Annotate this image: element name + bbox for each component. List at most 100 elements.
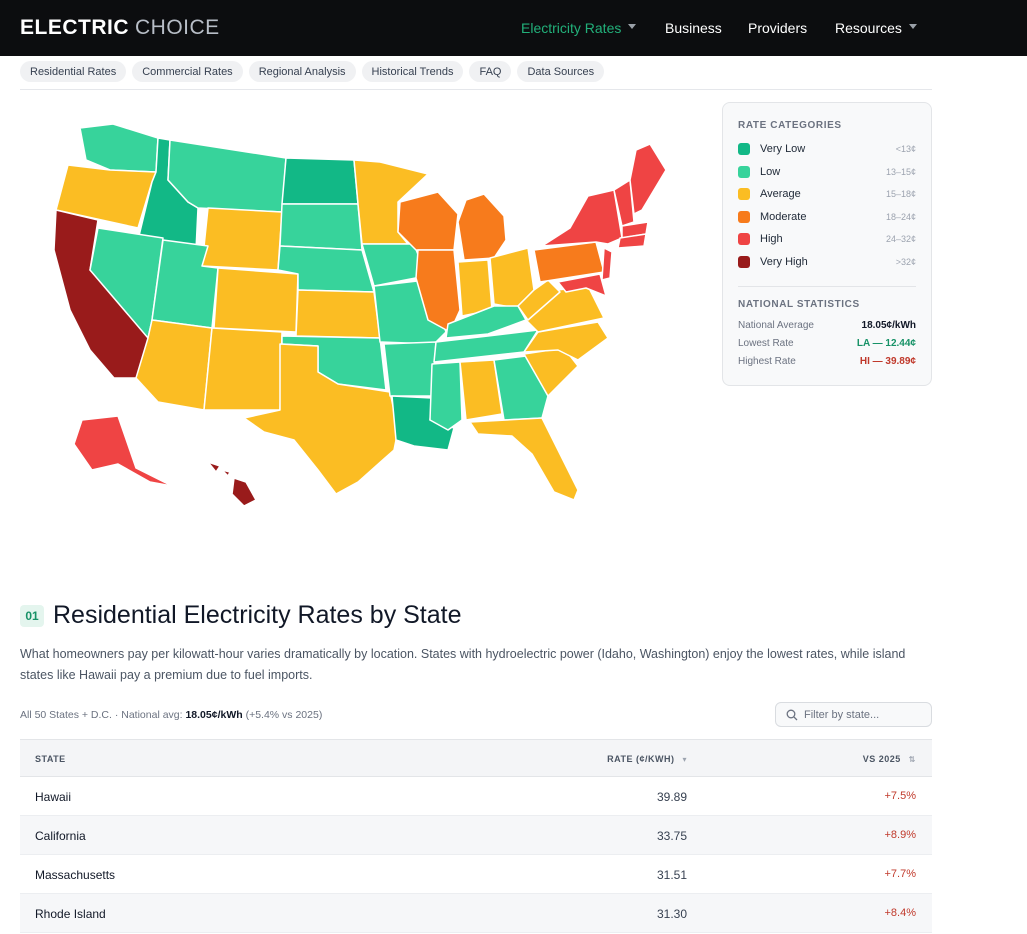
map-state-new-york[interactable]: [541, 189, 623, 247]
col-rate-label: RATE (¢/KWH): [607, 754, 675, 764]
tab-historical-trends[interactable]: Historical Trends: [361, 61, 464, 82]
summary-prefix: All 50 States + D.C. · National avg:: [20, 709, 186, 721]
stats-title: NATIONAL STATISTICS: [738, 299, 860, 310]
nav-providers[interactable]: Providers: [748, 0, 807, 56]
section-number-badge: 01: [20, 605, 44, 627]
brand-part2: CHOICE: [135, 16, 220, 39]
tab-residential-rates[interactable]: Residential Rates: [20, 61, 127, 82]
stat-lowest-rate: Lowest Rate LA — 12.44¢: [738, 338, 916, 349]
map-state-west-virginia[interactable]: [517, 279, 561, 321]
tab-regional-analysis[interactable]: Regional Analysis: [248, 61, 356, 82]
legend-range: 13–15¢: [885, 167, 916, 177]
legend-divider: [738, 286, 916, 287]
map-state-washington[interactable]: [79, 123, 159, 173]
legend-item-low: Low 13–15¢: [738, 164, 916, 180]
cell-state: California: [35, 829, 86, 843]
legend-item-very-low: Very Low <13¢: [738, 141, 916, 157]
map-state-wisconsin[interactable]: [397, 191, 459, 251]
nav-label: Providers: [748, 20, 808, 36]
map-state-mississippi[interactable]: [429, 361, 463, 431]
state-filter[interactable]: [775, 702, 932, 727]
legend-swatch: [738, 166, 750, 178]
map-state-alaska[interactable]: [73, 415, 173, 487]
map-state-maryland[interactable]: [557, 273, 607, 297]
legend-range: 18–24¢: [885, 212, 916, 222]
subtab-bar: Residential Rates Commercial Rates Regio…: [20, 61, 605, 82]
search-icon: [786, 709, 798, 720]
cell-state: Hawaii: [35, 790, 72, 804]
legend-swatch: [738, 256, 750, 268]
nav-electricity-rates[interactable]: Electricity Rates: [521, 0, 637, 56]
stat-label: National Average: [738, 320, 814, 331]
nav-resources[interactable]: Resources: [835, 0, 917, 56]
chevron-down-icon: [628, 23, 637, 29]
map-state-connecticut-ri[interactable]: [617, 233, 647, 249]
map-state-texas[interactable]: [243, 343, 399, 495]
table-header: STATE RATE (¢/KWH) ▾ VS 2025 ⇅: [20, 739, 932, 777]
map-state-wyoming[interactable]: [201, 207, 283, 271]
map-state-kansas[interactable]: [295, 289, 381, 339]
table-row[interactable]: Rhode Island 31.30 +8.4%: [20, 894, 932, 933]
map-state-michigan[interactable]: [457, 193, 507, 261]
legend-item-high: High 24–32¢: [738, 231, 916, 247]
stat-value: HI — 39.89¢: [859, 356, 916, 367]
map-state-hawaii-isle-2[interactable]: [207, 461, 221, 473]
map-state-vermont-nh[interactable]: [613, 179, 635, 227]
sort-toggle-icon: ⇅: [908, 755, 916, 764]
map-state-arkansas[interactable]: [383, 341, 437, 397]
legend-item-moderate: Moderate 18–24¢: [738, 209, 916, 225]
map-state-maine[interactable]: [629, 143, 667, 215]
legend-item-very-high: Very High >32¢: [738, 254, 916, 270]
map-state-alabama[interactable]: [459, 359, 503, 421]
legend-label: Very Low: [760, 143, 806, 155]
tab-data-sources[interactable]: Data Sources: [517, 61, 605, 82]
stat-value: 18.05¢/kWh: [861, 320, 916, 331]
col-vs-header[interactable]: VS 2025 ⇅: [863, 754, 916, 764]
chevron-down-icon: [908, 23, 917, 29]
cell-rate: 39.89: [656, 790, 687, 804]
table-row[interactable]: Hawaii 39.89 +7.5%: [20, 777, 932, 816]
stat-label: Lowest Rate: [738, 338, 794, 349]
map-state-hawaii[interactable]: [231, 477, 257, 507]
section-title: Residential Electricity Rates by State: [53, 601, 462, 629]
brand-part1: ELECTRIC: [20, 16, 129, 39]
legend-swatch: [738, 143, 750, 155]
top-navbar: ELECTRIC CHOICE Electricity Rates Busines…: [0, 0, 1027, 56]
table-row[interactable]: California 33.75 +8.9%: [20, 816, 932, 855]
map-state-indiana[interactable]: [457, 259, 493, 317]
cell-rate: 33.75: [656, 829, 687, 843]
tab-commercial-rates[interactable]: Commercial Rates: [132, 61, 243, 82]
nav-business[interactable]: Business: [665, 0, 722, 56]
rates-table: STATE RATE (¢/KWH) ▾ VS 2025 ⇅ Hawaii 39.8…: [20, 739, 932, 933]
legend-range: 24–32¢: [885, 234, 916, 244]
state-filter-input[interactable]: [804, 708, 924, 721]
cell-change: +8.9%: [884, 829, 917, 841]
legend-label: High: [760, 233, 783, 245]
cell-rate: 31.30: [656, 907, 687, 921]
map-state-south-dakota[interactable]: [279, 203, 363, 251]
legend-label: Moderate: [760, 211, 807, 223]
cell-change: +7.7%: [884, 868, 917, 880]
nav-label: Electricity Rates: [521, 20, 622, 36]
legend-range: 15–18¢: [885, 189, 916, 199]
section-description: What homeowners pay per kilowatt-hour va…: [20, 647, 906, 682]
table-summary: All 50 States + D.C. · National avg: 18.…: [20, 709, 322, 721]
tab-faq[interactable]: FAQ: [469, 61, 512, 82]
map-state-new-mexico[interactable]: [203, 327, 283, 411]
col-rate-header[interactable]: RATE (¢/KWH) ▾: [607, 754, 687, 764]
brand-logo[interactable]: ELECTRIC CHOICE: [20, 16, 220, 40]
us-rates-map[interactable]: [18, 110, 698, 530]
map-state-new-jersey[interactable]: [601, 247, 613, 281]
legend-label: Average: [760, 188, 801, 200]
map-state-north-dakota[interactable]: [281, 157, 359, 205]
map-state-colorado[interactable]: [213, 267, 299, 333]
map-state-hawaii-isle-3[interactable]: [221, 469, 231, 477]
stat-label: Highest Rate: [738, 356, 796, 367]
table-row[interactable]: Massachusetts 31.51 +7.7%: [20, 855, 932, 894]
col-state-header[interactable]: STATE: [35, 754, 66, 764]
map-state-florida[interactable]: [469, 417, 579, 501]
legend-label: Very High: [760, 256, 808, 268]
sort-desc-icon: ▾: [682, 755, 687, 764]
header-divider: [20, 89, 932, 90]
stat-national-average: National Average 18.05¢/kWh: [738, 320, 916, 331]
